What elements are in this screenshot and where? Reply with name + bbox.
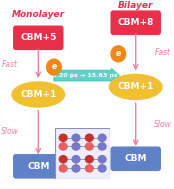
Circle shape [72, 156, 80, 163]
Text: Monolayer: Monolayer [12, 10, 65, 19]
Circle shape [72, 134, 80, 141]
Circle shape [111, 46, 126, 62]
FancyBboxPatch shape [13, 154, 64, 179]
Circle shape [72, 165, 80, 172]
Text: CBM+1: CBM+1 [117, 82, 154, 91]
Circle shape [98, 143, 106, 150]
Text: CBM+1: CBM+1 [20, 90, 57, 99]
Circle shape [59, 156, 67, 163]
Text: CBM: CBM [27, 162, 50, 171]
Text: CBM: CBM [124, 154, 147, 163]
Text: Slow: Slow [154, 120, 172, 129]
FancyBboxPatch shape [110, 146, 161, 171]
Circle shape [98, 156, 106, 163]
Circle shape [59, 134, 67, 141]
Text: CBM+5: CBM+5 [20, 33, 57, 42]
Circle shape [98, 165, 106, 172]
Circle shape [85, 165, 93, 172]
Text: Fast: Fast [2, 60, 18, 69]
Circle shape [85, 134, 93, 141]
Circle shape [85, 143, 93, 150]
Circle shape [59, 165, 67, 172]
Circle shape [59, 143, 67, 150]
Circle shape [72, 143, 80, 150]
Text: Bilayer: Bilayer [118, 1, 153, 10]
FancyArrow shape [54, 69, 119, 83]
Text: e: e [51, 62, 57, 71]
Circle shape [98, 134, 106, 141]
FancyBboxPatch shape [13, 26, 64, 50]
Text: 10.20 ps → 15.63 ps: 10.20 ps → 15.63 ps [48, 73, 117, 78]
Text: e: e [116, 49, 121, 58]
Text: Fast: Fast [155, 48, 171, 57]
Circle shape [47, 59, 61, 75]
Text: CBM+8: CBM+8 [117, 18, 154, 27]
FancyBboxPatch shape [110, 10, 161, 35]
Ellipse shape [109, 74, 163, 100]
Circle shape [85, 156, 93, 163]
FancyBboxPatch shape [55, 128, 110, 179]
Text: Slow: Slow [1, 127, 18, 136]
Ellipse shape [11, 81, 65, 108]
